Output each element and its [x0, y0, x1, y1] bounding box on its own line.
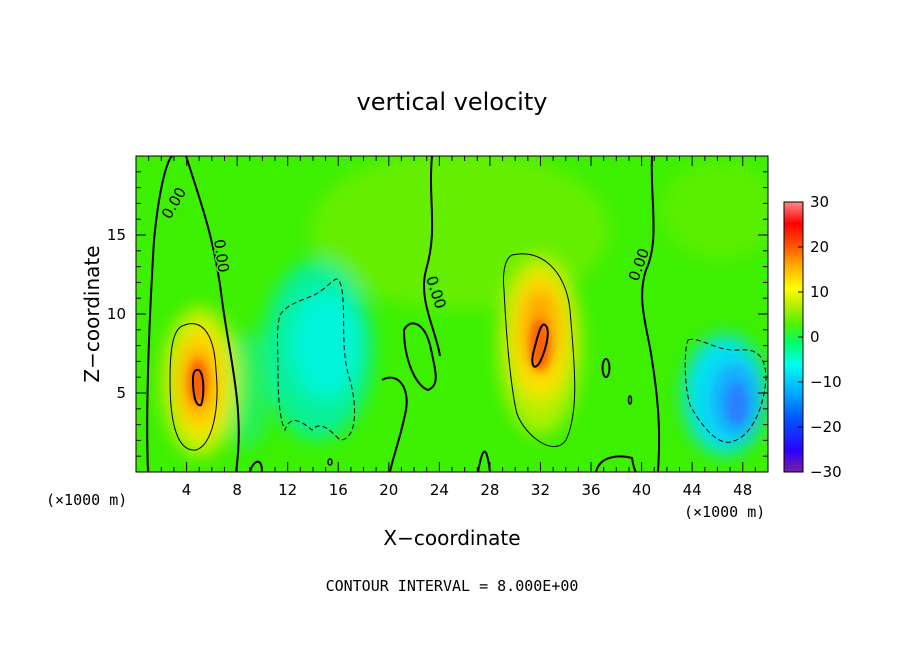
colorbar-ticks: 30 20 10 0 −10 −20 −30 [798, 193, 842, 481]
x-unit-right: (×1000 m) [684, 503, 766, 521]
x-tick-label: 12 [278, 481, 297, 499]
y-tick-label: 5 [116, 384, 126, 402]
colorbar-tick-label: 20 [810, 238, 829, 256]
x-tick-label: 48 [733, 481, 752, 499]
x-tick-label: 32 [531, 481, 550, 499]
colorbar-tick-label: −10 [810, 373, 842, 391]
x-tick-label: 20 [379, 481, 398, 499]
y-axis-label: Z−coordinate [80, 245, 104, 383]
x-tick-label: 8 [232, 481, 242, 499]
colorbar-tick-label: −30 [810, 463, 842, 481]
colorbar-tick-label: 30 [810, 193, 829, 211]
y-tick-label: 15 [107, 226, 126, 244]
negative-contours [277, 278, 767, 443]
contour-lines [146, 156, 661, 472]
colorbar-tick-label: −20 [810, 418, 842, 436]
chart-title: vertical velocity [356, 88, 548, 116]
colorbar-tick-label: 10 [810, 283, 829, 301]
x-tick-label: 40 [632, 481, 651, 499]
x-tick-label: 16 [329, 481, 348, 499]
x-tick-label: 36 [581, 481, 600, 499]
x-tick-label: 44 [683, 481, 702, 499]
x-axis-label: X−coordinate [383, 526, 521, 550]
x-tick-label: 28 [480, 481, 499, 499]
x-unit-left: (×1000 m) [46, 491, 128, 509]
x-axis: 4 8 12 16 20 24 28 32 36 40 44 48 [148, 156, 756, 499]
x-tick-label: 4 [182, 481, 192, 499]
colorbar-tick-label: 0 [810, 328, 820, 346]
x-tick-label: 24 [430, 481, 449, 499]
y-axis: 5 10 15 [107, 171, 768, 457]
heatmap-field [136, 156, 768, 472]
contour-interval-note: CONTOUR INTERVAL = 8.000E+00 [325, 577, 579, 595]
y-tick-label: 10 [107, 305, 126, 323]
